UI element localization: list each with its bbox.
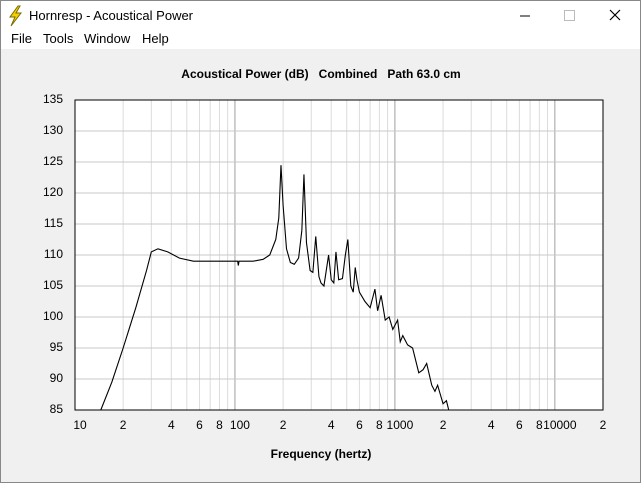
x-tick-label: 6 bbox=[196, 418, 203, 432]
x-tick-label: 2 bbox=[280, 418, 287, 432]
x-tick-label: 4 bbox=[328, 418, 335, 432]
y-tick-label: 110 bbox=[44, 247, 63, 261]
menu-item[interactable]: Window bbox=[84, 31, 131, 46]
y-tick-label: 100 bbox=[43, 309, 63, 323]
x-tick-label: 8 bbox=[376, 418, 383, 432]
window-controls[interactable] bbox=[510, 1, 640, 31]
menu-item[interactable]: File bbox=[11, 31, 32, 46]
close[interactable] bbox=[609, 9, 621, 21]
x-axis-label: Frequency (hertz) bbox=[271, 447, 372, 461]
x-tick-label: 2 bbox=[440, 418, 447, 432]
x-tick-label: 4 bbox=[488, 418, 495, 432]
y-tick-label: 115 bbox=[44, 216, 63, 230]
y-tick-label: 125 bbox=[43, 154, 63, 168]
x-tick-label: 2 bbox=[120, 418, 127, 432]
menu-bar: File Tools Window Help bbox=[1, 31, 640, 49]
plot-border bbox=[74, 99, 604, 411]
title-bar: Hornresp - Acoustical Power bbox=[1, 1, 640, 31]
x-tick-label: 2 bbox=[600, 418, 607, 432]
y-tick-label: 90 bbox=[50, 371, 64, 385]
window-title: Hornresp - Acoustical Power bbox=[29, 8, 194, 23]
x-tick-label: 4 bbox=[168, 418, 175, 432]
y-tick-label: 130 bbox=[43, 123, 63, 137]
menu-item[interactable]: Tools bbox=[43, 31, 74, 46]
chart-title: Acoustical Power (dB) Combined Path 63.0… bbox=[181, 67, 460, 81]
data-line bbox=[100, 165, 450, 411]
x-tick-label: 8 bbox=[536, 418, 543, 432]
menu-item[interactable]: Help bbox=[142, 31, 169, 46]
x-tick-label: 10 bbox=[73, 418, 87, 432]
x-tick-label: 6 bbox=[516, 418, 523, 432]
y-tick-label: 85 bbox=[50, 402, 64, 416]
y-tick-label: 105 bbox=[43, 278, 63, 292]
x-tick-label: 100 bbox=[230, 418, 250, 432]
y-tick-label: 135 bbox=[43, 92, 63, 106]
x-tick-label: 8 bbox=[216, 418, 223, 432]
x-tick-label: 6 bbox=[356, 418, 363, 432]
x-tick-label: 1000 bbox=[387, 418, 414, 432]
chart: Acoustical Power (dB) Combined Path 63.0… bbox=[43, 67, 607, 461]
y-tick-label: 95 bbox=[50, 340, 64, 354]
maximize[interactable] bbox=[564, 10, 575, 21]
y-tick-label: 120 bbox=[43, 185, 63, 199]
app-icon bbox=[9, 5, 23, 27]
x-tick-label: 10000 bbox=[543, 418, 577, 432]
